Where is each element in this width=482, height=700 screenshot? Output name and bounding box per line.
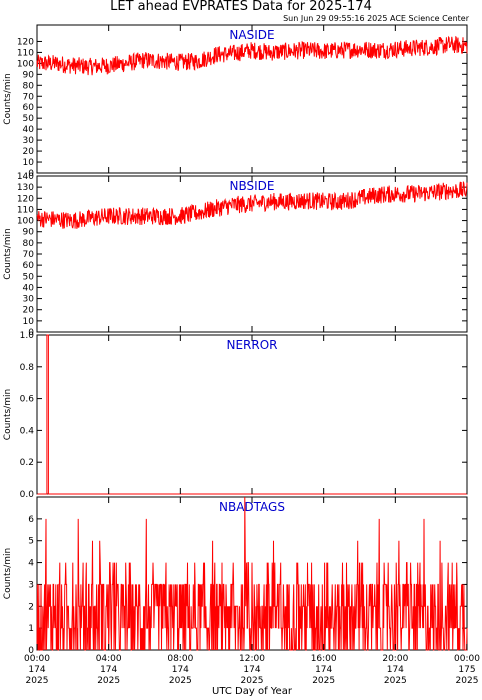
y-tick-label: 50 (23, 272, 35, 282)
series-line-nbside (36, 181, 468, 229)
x-axis-ticks: 00:00174202504:00174202508:00174202512:0… (24, 25, 480, 686)
y-tick-label: 40 (23, 283, 35, 293)
y-tick-label: 70 (23, 250, 35, 260)
y-axis-label: Counts/min (3, 228, 13, 279)
timestamp: Sun Jun 29 09:55:16 2025 ACE Science Cen… (283, 14, 470, 23)
x-tick-label: 2025 (384, 676, 407, 686)
y-tick-label: 130 (17, 183, 34, 193)
y-tick-label: 60 (23, 261, 35, 271)
y-axis-label: Counts/min (3, 73, 13, 124)
y-tick-label: 110 (17, 48, 34, 58)
x-tick-label: 00:00 (24, 654, 50, 664)
y-tick-label: 120 (17, 37, 34, 47)
x-tick-label: 174 (100, 665, 117, 675)
x-axis-label: UTC Day of Year (212, 686, 293, 697)
y-axis-label: Counts/min (3, 389, 13, 440)
y-tick-label: 0.4 (20, 426, 35, 436)
panels-group: 0102030405060708090100110120Counts/minNA… (3, 24, 468, 656)
y-tick-label: 1.0 (20, 331, 35, 341)
y-tick-label: 10 (23, 158, 35, 168)
y-tick-label: 1 (28, 624, 34, 634)
y-tick-label: 10 (23, 317, 35, 327)
y-tick-label: 4 (28, 559, 34, 569)
x-tick-label: 2025 (456, 676, 479, 686)
x-tick-label: 12:00 (239, 654, 265, 664)
x-tick-label: 2025 (312, 676, 335, 686)
panel-name: NERROR (226, 338, 277, 352)
y-tick-label: 70 (23, 92, 35, 102)
y-tick-label: 0.0 (20, 490, 35, 500)
panel-nbside: 0102030405060708090100110120130140Counts… (3, 172, 468, 338)
y-tick-label: 0 (28, 646, 34, 656)
y-tick-label: 30 (23, 295, 35, 305)
x-tick-label: 174 (172, 665, 189, 675)
y-tick-label: 140 (17, 172, 34, 182)
x-tick-label: 08:00 (167, 654, 193, 664)
y-tick-label: 100 (17, 59, 34, 69)
x-tick-label: 2025 (97, 676, 120, 686)
y-tick-label: 6 (28, 515, 34, 525)
x-tick-label: 174 (243, 665, 260, 675)
panel-nerror: 0.0 0.2 0.4 0.6 0.8 1.0 Counts/min NERROR (3, 331, 468, 500)
figure-title: LET ahead EVPRATES Data for 2025-174 (110, 0, 372, 14)
y-tick-label: 100 (17, 217, 34, 227)
series-line-naside (36, 35, 468, 76)
y-tick-label: 0 (28, 328, 34, 338)
x-tick-label: 174 (28, 665, 45, 675)
x-tick-label: 2025 (26, 676, 49, 686)
x-tick-label: 2025 (169, 676, 192, 686)
y-tick-label: 30 (23, 136, 35, 146)
y-tick-label: 20 (23, 147, 35, 157)
panel-frame (36, 334, 468, 495)
x-tick-label: 175 (458, 665, 475, 675)
y-tick-label: 2 (28, 602, 34, 612)
y-tick-label: 80 (23, 81, 35, 91)
y-tick-label: 80 (23, 239, 35, 249)
x-tick-label: 00:00 (454, 654, 480, 664)
panel-name: NBADTAGS (219, 500, 285, 514)
x-tick-label: 04:00 (96, 654, 122, 664)
y-tick-label: 40 (23, 125, 35, 135)
y-tick-label: 20 (23, 306, 35, 316)
y-tick-label: 5 (28, 537, 34, 547)
y-tick-label: 0.8 (20, 363, 35, 373)
y-tick-label: 0.6 (20, 395, 35, 405)
y-tick-label: 3 (28, 580, 34, 590)
y-tick-label: 110 (17, 205, 34, 215)
x-tick-label: 20:00 (382, 654, 408, 664)
y-tick-label: 90 (23, 228, 35, 238)
x-tick-label: 174 (315, 665, 332, 675)
x-tick-label: 16:00 (311, 654, 337, 664)
y-axis-label: Counts/min (3, 548, 13, 599)
x-tick-label: 2025 (241, 676, 264, 686)
y-tick-label: 60 (23, 103, 35, 113)
series-line-nbadtags (36, 496, 468, 651)
series-line-nerror (37, 334, 467, 495)
x-tick-label: 174 (387, 665, 404, 675)
panel-name: NASIDE (229, 28, 274, 42)
y-tick-label: 0 (28, 169, 34, 179)
y-tick-label: 0.2 (20, 458, 34, 468)
y-tick-label: 120 (17, 194, 34, 204)
panel-nbadtags: 0 1 2 3 4 5 6 Counts/min NBADTAGS (3, 496, 468, 656)
panel-name: NBSIDE (230, 179, 275, 193)
y-tick-label: 50 (23, 114, 35, 124)
y-tick-label: 90 (23, 70, 35, 80)
